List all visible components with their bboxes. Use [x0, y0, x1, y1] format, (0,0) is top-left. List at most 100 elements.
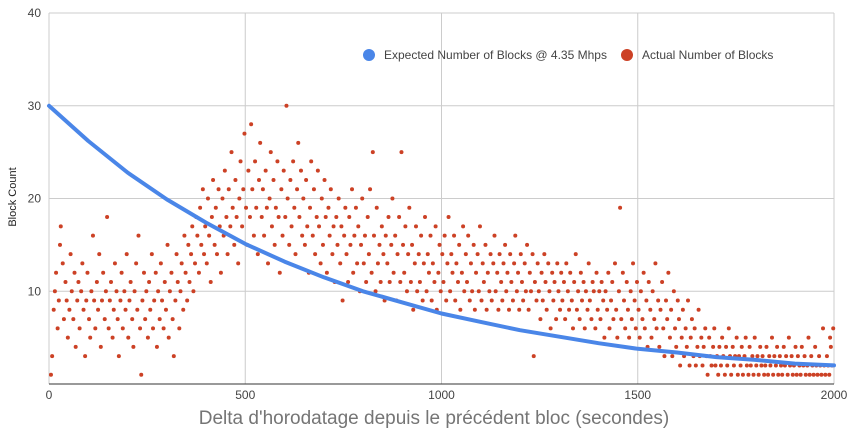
- data-point: [169, 270, 174, 275]
- data-point: [795, 354, 800, 359]
- data-point: [429, 298, 434, 303]
- data-point: [479, 298, 484, 303]
- data-point: [103, 289, 108, 294]
- data-point: [177, 326, 182, 331]
- data-point: [324, 270, 329, 275]
- data-point: [824, 354, 829, 359]
- data-point: [90, 233, 95, 238]
- data-point: [297, 215, 302, 220]
- data-point: [673, 326, 678, 331]
- data-point: [189, 252, 194, 257]
- data-point: [477, 224, 482, 229]
- data-point: [174, 252, 179, 257]
- data-point: [157, 317, 162, 322]
- data-point: [713, 363, 718, 368]
- data-point: [512, 261, 517, 266]
- data-point: [323, 215, 328, 220]
- data-point: [631, 261, 636, 266]
- data-point: [492, 233, 497, 238]
- data-point: [752, 335, 757, 340]
- data-point: [403, 224, 408, 229]
- data-point: [484, 307, 489, 312]
- data-point: [658, 307, 663, 312]
- x-axis-label: Delta d'horodatage depuis le précédent b…: [199, 408, 670, 429]
- data-point: [762, 372, 767, 377]
- data-point: [523, 289, 528, 294]
- data-point: [305, 224, 310, 229]
- data-point: [546, 261, 551, 266]
- data-point: [287, 242, 292, 247]
- data-point: [152, 298, 157, 303]
- data-point: [684, 344, 689, 349]
- data-point: [410, 242, 415, 247]
- data-point: [179, 261, 184, 266]
- data-point: [599, 279, 604, 284]
- data-point: [50, 354, 55, 359]
- data-point: [88, 335, 93, 340]
- data-point: [302, 242, 307, 247]
- data-point: [360, 196, 365, 201]
- data-point: [408, 279, 413, 284]
- data-point: [120, 326, 125, 331]
- y-tick-label: 20: [28, 192, 42, 206]
- data-point: [371, 233, 376, 238]
- data-point: [784, 354, 789, 359]
- data-point: [689, 317, 694, 322]
- y-axis-label: Block Count: [7, 167, 19, 226]
- data-point: [712, 326, 717, 331]
- data-point: [772, 354, 777, 359]
- data-point: [213, 205, 218, 210]
- data-point: [335, 242, 340, 247]
- data-point: [296, 140, 301, 145]
- data-point: [683, 326, 688, 331]
- data-point: [225, 252, 230, 257]
- data-point: [130, 317, 135, 322]
- data-point: [763, 363, 768, 368]
- data-point: [162, 279, 167, 284]
- data-point: [232, 242, 237, 247]
- data-point: [442, 233, 447, 238]
- data-point: [707, 335, 712, 340]
- data-point: [262, 233, 267, 238]
- data-point: [802, 354, 807, 359]
- data-point: [170, 317, 175, 322]
- data-point: [292, 205, 297, 210]
- data-point: [228, 224, 233, 229]
- data-point: [660, 279, 665, 284]
- data-point: [116, 354, 121, 359]
- data-point: [505, 270, 510, 275]
- data-point: [622, 298, 627, 303]
- data-point: [266, 261, 271, 266]
- data-point: [507, 307, 512, 312]
- data-point: [615, 335, 620, 340]
- data-point: [379, 224, 384, 229]
- data-point: [665, 317, 670, 322]
- data-point: [218, 270, 223, 275]
- data-point: [734, 335, 739, 340]
- data-point: [593, 326, 598, 331]
- data-point: [298, 168, 303, 173]
- data-point: [264, 205, 269, 210]
- data-point: [71, 317, 76, 322]
- data-point: [311, 187, 316, 192]
- data-point: [738, 363, 743, 368]
- data-point: [676, 317, 681, 322]
- data-point: [612, 261, 617, 266]
- data-point: [574, 307, 579, 312]
- data-point: [87, 317, 92, 322]
- data-point: [662, 354, 667, 359]
- data-point: [517, 307, 522, 312]
- data-point: [586, 261, 591, 266]
- data-point: [716, 372, 721, 377]
- data-point: [437, 242, 442, 247]
- data-point: [543, 279, 548, 284]
- data-point: [466, 233, 471, 238]
- data-point: [198, 205, 203, 210]
- data-point: [448, 289, 453, 294]
- data-point: [424, 289, 429, 294]
- data-point: [399, 150, 404, 155]
- data-point: [570, 326, 575, 331]
- data-point: [790, 372, 795, 377]
- data-point: [212, 242, 217, 247]
